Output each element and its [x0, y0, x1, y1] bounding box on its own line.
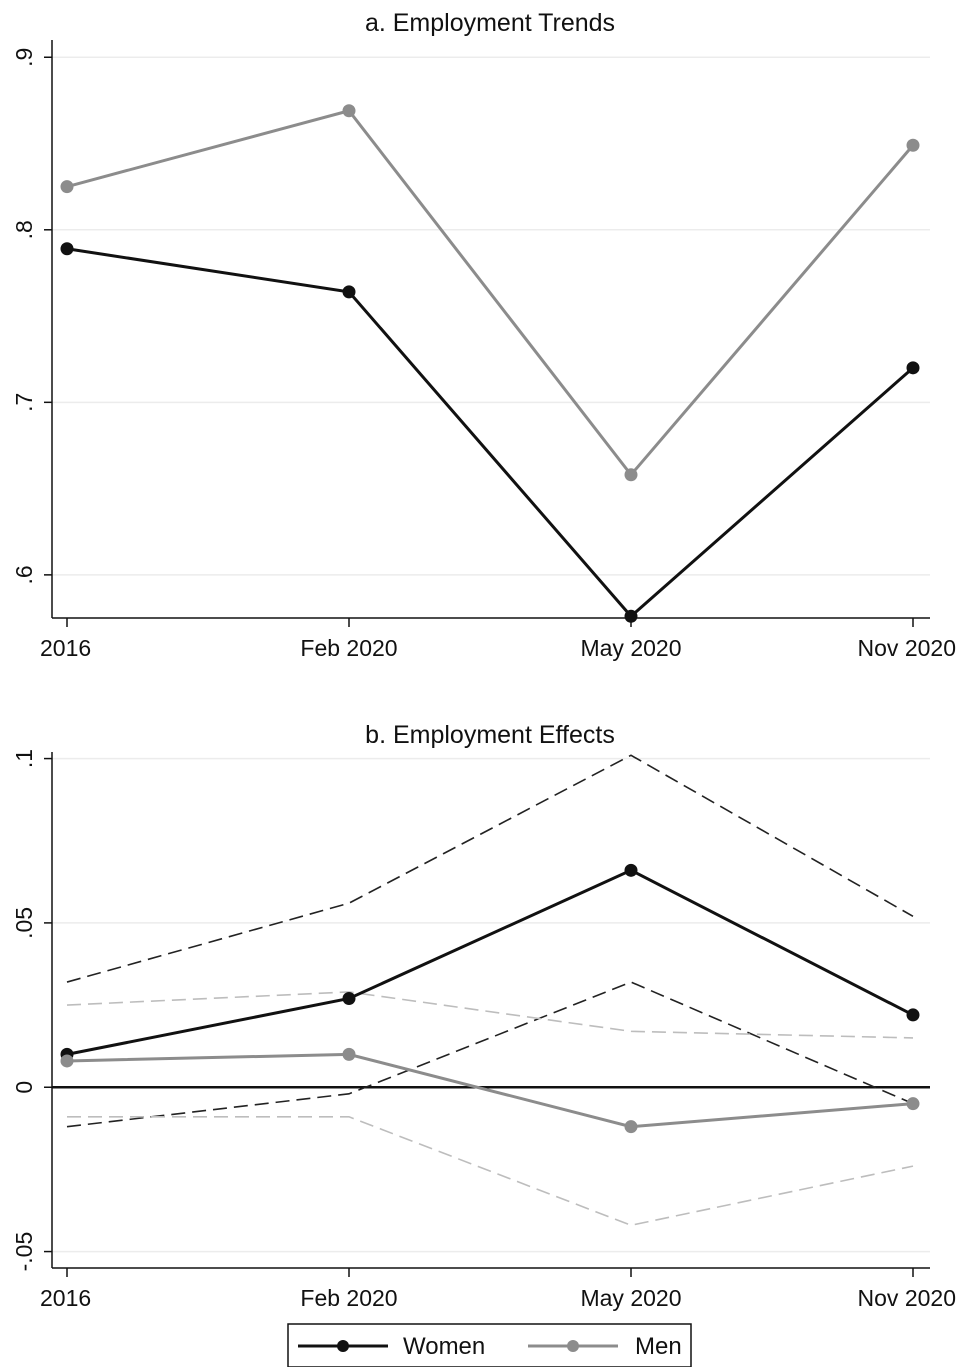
panel-b-men-ci-upper [66, 991, 914, 1039]
legend-men-marker [567, 1340, 579, 1352]
panel-a-employment-trends: a. Employment Trends .6 .7 .8 .9 2016 Feb 202… [11, 9, 956, 661]
panel-a-men-point [342, 104, 356, 118]
panel-b-women-ci-upper [66, 754, 914, 983]
panel-a-x-tick-label: Feb 2020 [300, 635, 397, 661]
panel-a-x-tick-label: Nov 2020 [858, 635, 956, 661]
legend: Women Men [287, 1323, 692, 1368]
panel-a-x-tick-label: 2016 [40, 635, 91, 661]
panel-b-men-point [624, 1120, 638, 1134]
panel-a-men-line [66, 109, 915, 478]
panel-b-women-point [624, 863, 638, 877]
legend-men-label: Men [635, 1333, 682, 1360]
panel-b-men-point [342, 1047, 356, 1061]
panel-a-women-line [66, 247, 914, 619]
panel-b-employment-effects: b. Employment Effects -.05 0 .05 .1 2016 Feb … [11, 721, 956, 1311]
panel-a-y-tick-label: .7 [11, 393, 37, 412]
panel-b-x-tick-label: Nov 2020 [858, 1285, 956, 1311]
panel-b-x-tick-label: 2016 [40, 1285, 91, 1311]
panel-b-x-tick-label: Feb 2020 [300, 1285, 397, 1311]
panel-b-y-tick-label: .1 [11, 749, 37, 768]
panel-a-y-tick-label: .9 [11, 48, 37, 67]
panel-a-title: a. Employment Trends [365, 9, 615, 37]
panel-a-women-point [60, 242, 74, 256]
legend-women-marker [337, 1340, 349, 1352]
panel-b-men-point [906, 1097, 920, 1111]
panel-b-men-ci-lower [67, 1116, 914, 1227]
panel-a-x-tick-label: May 2020 [580, 635, 681, 661]
panel-a-y-tick-label: .8 [11, 220, 37, 239]
panel-b-y-tick-label: .05 [11, 907, 37, 939]
panel-b-women-point [342, 991, 356, 1005]
panel-a-men-point [60, 180, 74, 194]
panel-b-title: b. Employment Effects [365, 721, 615, 749]
legend-women-label: Women [403, 1333, 485, 1360]
panel-a-men-point [906, 138, 920, 152]
panel-b-women-ci-lower [66, 981, 914, 1128]
panel-b-men-point [60, 1054, 74, 1068]
panel-a-men-point [624, 468, 638, 482]
panel-a-y-tick-label: .6 [11, 565, 37, 584]
panel-a-women-point [624, 609, 638, 623]
panel-b-women-point [906, 1008, 920, 1022]
panel-b-women-line [66, 868, 914, 1056]
panel-b-y-tick-label: 0 [11, 1081, 37, 1094]
panel-b-men-line [66, 1052, 914, 1129]
panel-b-y-tick-label: -.05 [11, 1232, 37, 1272]
panel-b-x-tick-label: May 2020 [580, 1285, 681, 1311]
panel-a-women-point [342, 285, 356, 299]
panel-a-women-point [906, 361, 920, 375]
